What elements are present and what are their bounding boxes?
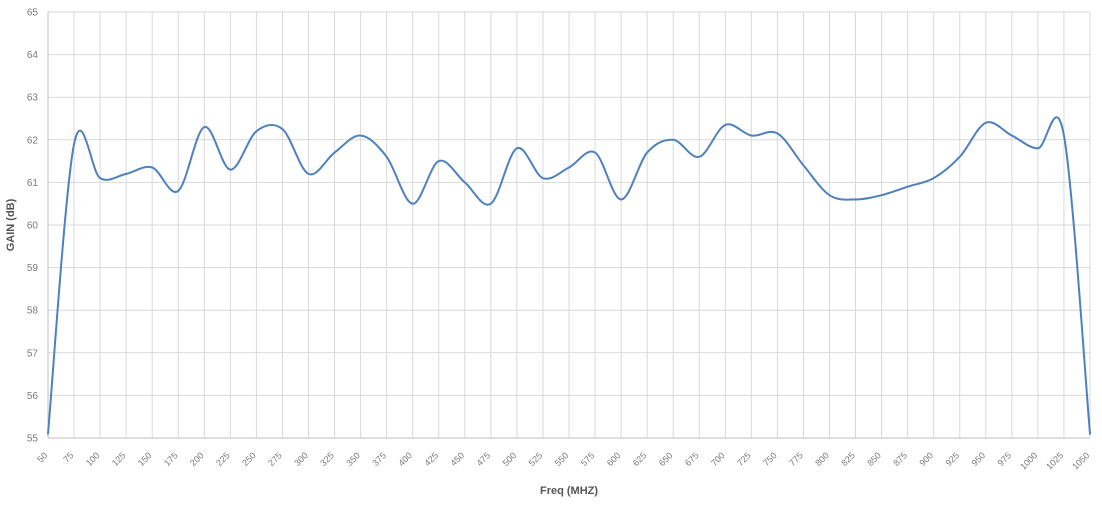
x-tick-label: 625 [631,450,649,468]
x-tick-label: 600 [605,450,623,468]
y-tick-label: 59 [27,263,39,274]
x-tick-label: 400 [396,450,414,468]
x-tick-label: 975 [996,450,1014,468]
x-tick-label: 125 [110,450,128,468]
x-tick-label: 100 [84,450,102,468]
y-tick-label: 60 [27,221,39,232]
x-axis-title: Freq (MHZ) [540,485,598,497]
y-tick-label: 57 [27,348,39,359]
x-tick-label: 900 [917,450,935,468]
x-tick-label: 650 [657,450,675,468]
x-tick-label: 250 [240,450,258,468]
y-tick-label: 55 [27,434,39,445]
label-layer: 55 56 57 58 59 60 61 62 63 64 65 50 75 100 125 150 175 20… [27,8,1092,472]
x-tick-label: 750 [761,450,779,468]
y-tick-label: 64 [27,50,39,61]
y-tick-label: 56 [27,391,39,402]
x-tick-label: 800 [813,450,831,468]
y-tick-label: 62 [27,135,39,146]
x-tick-label: 775 [787,450,805,468]
x-tick-label: 1025 [1044,450,1065,471]
x-tick-label: 675 [683,450,701,468]
x-tick-label: 925 [943,450,961,468]
x-tick-label: 500 [501,450,519,468]
x-tick-label: 425 [422,450,440,468]
x-tick-label: 700 [709,450,727,468]
x-tick-label: 1000 [1018,450,1039,471]
x-tick-label: 875 [891,450,909,468]
x-tick-label: 450 [449,450,467,468]
x-tick-label: 175 [162,450,180,468]
x-tick-label: 525 [527,450,545,468]
y-tick-label: 65 [27,8,39,19]
x-tick-label: 575 [579,450,597,468]
x-tick-label: 725 [735,450,753,468]
x-tick-label: 75 [61,450,75,464]
grid-layer [48,12,1090,438]
x-tick-label: 825 [839,450,857,468]
x-tick-label: 950 [970,450,988,468]
y-tick-label: 63 [27,93,39,104]
x-tick-label: 225 [214,450,232,468]
y-axis-title: GAIN (dB) [5,198,17,251]
x-tick-label: 150 [136,450,154,468]
x-tick-label: 300 [292,450,310,468]
x-tick-label: 1050 [1070,450,1091,471]
x-tick-label: 475 [475,450,493,468]
x-tick-label: 275 [266,450,284,468]
x-tick-label: 325 [318,450,336,468]
y-tick-label: 61 [27,178,39,189]
x-tick-label: 350 [344,450,362,468]
x-tick-label: 50 [35,450,49,464]
x-tick-label: 200 [188,450,206,468]
x-tick-label: 550 [553,450,571,468]
x-tick-label: 850 [865,450,883,468]
x-tick-label: 375 [370,450,388,468]
y-tick-label: 58 [27,306,39,317]
